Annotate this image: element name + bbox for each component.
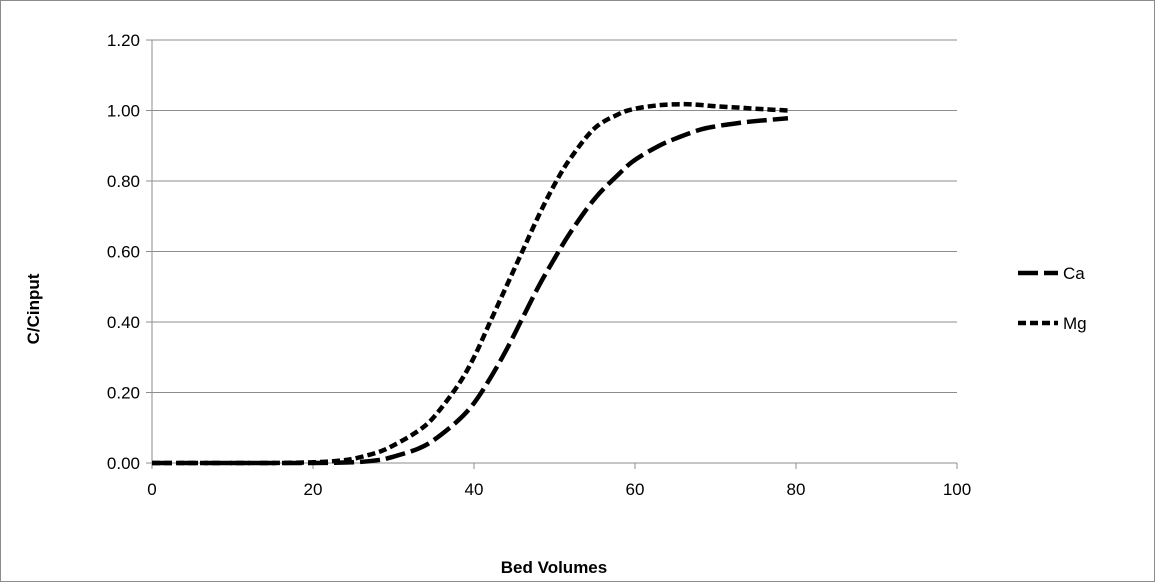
y-tick-label: 0.20 bbox=[107, 384, 140, 403]
y-tick-label: 0.60 bbox=[107, 243, 140, 262]
x-axis-title: Bed Volumes bbox=[501, 558, 607, 577]
y-tick-label: 0.80 bbox=[107, 172, 140, 191]
series-line-ca bbox=[152, 116, 789, 466]
legend-label-mg: Mg bbox=[1063, 314, 1087, 333]
gridlines bbox=[152, 39, 957, 393]
x-tick-label: 100 bbox=[943, 480, 971, 499]
series-lines bbox=[152, 101, 789, 466]
legend-label-ca: Ca bbox=[1063, 264, 1085, 283]
x-tick-label: 80 bbox=[787, 480, 806, 499]
y-axis-title: C/Cinput bbox=[24, 273, 43, 344]
y-tick-label: 0.00 bbox=[107, 454, 140, 473]
x-tick-label: 0 bbox=[147, 480, 156, 499]
x-tick-label: 60 bbox=[626, 480, 645, 499]
series-line-mg bbox=[152, 101, 789, 466]
x-tick-label: 20 bbox=[304, 480, 323, 499]
x-tick-labels: 0 20 40 60 80 100 bbox=[147, 480, 971, 499]
x-tick-label: 40 bbox=[465, 480, 484, 499]
y-tick-label: 1.00 bbox=[107, 102, 140, 121]
y-tick-labels: 0.00 0.20 0.40 0.60 0.80 1.00 1.20 bbox=[107, 31, 140, 473]
axes bbox=[146, 39, 958, 469]
y-tick-label: 0.40 bbox=[107, 313, 140, 332]
y-tick-label: 1.20 bbox=[107, 31, 140, 50]
legend: Ca Mg bbox=[1018, 264, 1087, 333]
